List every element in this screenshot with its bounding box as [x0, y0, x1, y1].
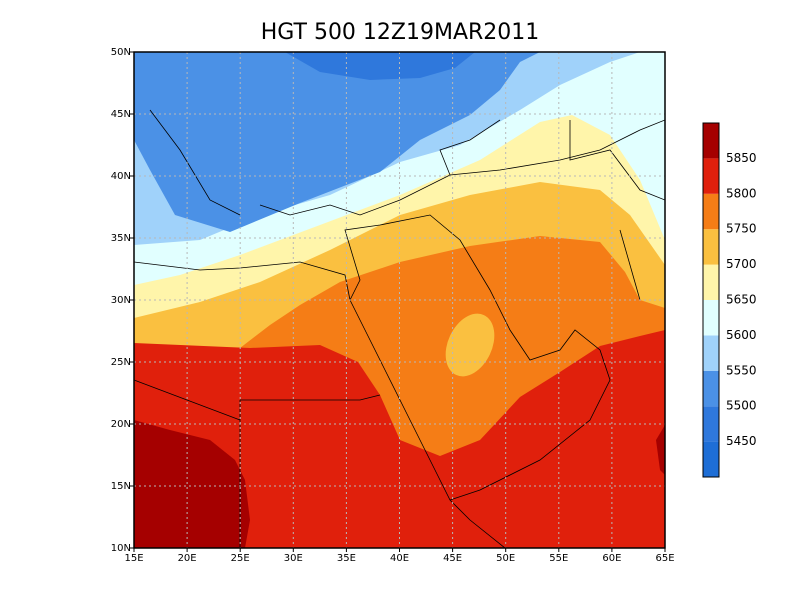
colorbar-swatch — [703, 441, 719, 477]
colorbar-label: 5450 — [726, 434, 757, 448]
x-tick-label: 20E — [178, 553, 197, 564]
colorbar-swatch — [703, 370, 719, 407]
colorbar-swatch — [703, 158, 719, 194]
y-tick-label: 40N — [111, 171, 131, 182]
x-tick-label: 60E — [602, 553, 621, 564]
map-title: HGT 500 12Z19MAR2011 — [261, 20, 540, 45]
colorbar-label: 5650 — [726, 293, 757, 307]
y-tick-label: 30N — [111, 295, 131, 306]
x-tick-label: 40E — [390, 553, 409, 564]
x-tick-label: 65E — [655, 553, 674, 564]
contour-fill — [285, 52, 475, 80]
colorbar-swatch — [703, 264, 719, 300]
x-tick-label: 55E — [549, 553, 568, 564]
y-tick-label: 50N — [111, 47, 131, 58]
colorbar-swatch — [703, 229, 719, 265]
colorbar-swatch — [703, 123, 719, 159]
contour-fill — [445, 313, 495, 377]
colorbar-swatch — [703, 335, 719, 371]
colorbar: 5450 5500 5550 5600 5650 5700 5750 5800 5850 — [702, 122, 757, 478]
y-tick-label: 20N — [111, 419, 131, 430]
colorbar-label: 5500 — [726, 399, 757, 413]
colorbar-swatch — [703, 300, 719, 336]
x-tick-label: 30E — [284, 553, 303, 564]
colorbar-label: 5600 — [726, 328, 757, 342]
y-tick-label: 35N — [111, 233, 131, 244]
colorbar-label: 5850 — [726, 151, 757, 165]
colorbar-label: 5550 — [726, 363, 757, 377]
y-tick-label: 25N — [111, 357, 131, 368]
x-tick-label: 45E — [443, 553, 462, 564]
colorbar-frame — [702, 122, 720, 478]
y-tick-label: 45N — [111, 109, 131, 120]
x-tick-label: 35E — [337, 553, 356, 564]
colorbar-label: 5700 — [726, 257, 757, 271]
y-tick-label: 15N — [111, 481, 131, 492]
x-tick-label: 50E — [496, 553, 515, 564]
colorbar-swatch — [703, 406, 719, 442]
contour-fill — [134, 52, 540, 232]
x-tick-label: 15E — [124, 553, 143, 564]
x-tick-label: 25E — [231, 553, 250, 564]
y-tick-label: 10N — [111, 543, 131, 554]
colorbar-label: 5750 — [726, 222, 757, 236]
colorbar-swatch — [703, 193, 719, 230]
colorbar-label: 5800 — [726, 186, 757, 200]
